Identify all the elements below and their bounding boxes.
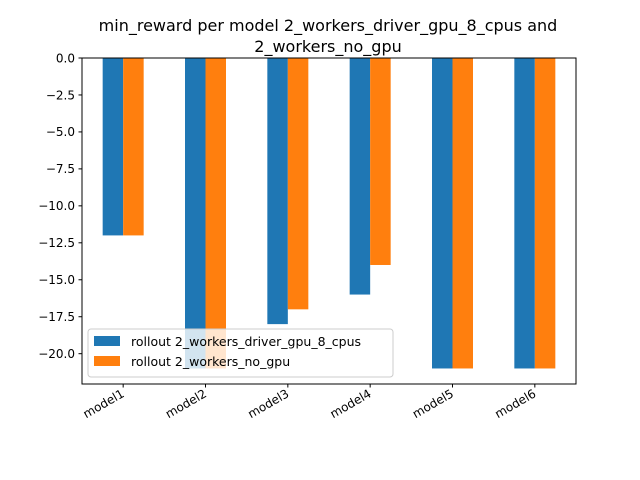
legend-box (87, 328, 394, 378)
legend-swatch-1 (94, 336, 120, 346)
bar-model6-series-2 (534, 58, 556, 369)
bar-model1-series-1 (102, 58, 124, 236)
y-tick-label: −10.0 (38, 199, 75, 213)
bar-model2-series-2 (205, 58, 226, 369)
chart-title: min_reward per model 2_workers_driver_gp… (99, 16, 558, 57)
legend-swatch-2 (94, 356, 120, 366)
bar-model2-series-1 (185, 58, 206, 369)
y-axis: 0.0 −2.5 −5.0 −7.5 −10.0 −12.5 −15.0 −17.5 −20.0 (38, 51, 82, 361)
y-tick-label: 0.0 (56, 51, 75, 65)
plot-frame (81, 57, 577, 385)
y-tick-label: −2.5 (46, 88, 75, 102)
y-tick-label: −20.0 (38, 347, 75, 361)
x-tick-label-model3: model3 (245, 386, 291, 421)
y-tick-label: −17.5 (38, 310, 75, 324)
y-tick-label: −7.5 (46, 162, 75, 176)
bar-model1-series-2 (123, 58, 144, 236)
x-tick-label-model2: model2 (163, 386, 209, 421)
bar-model3-series-1 (267, 58, 288, 325)
x-tick-label-model6: model6 (492, 386, 538, 421)
bar-model5-series-2 (452, 58, 473, 369)
x-tick-label-model4: model4 (328, 386, 374, 421)
bar-model4-series-1 (349, 58, 371, 295)
chart-title-line-2: 2_workers_no_gpu (254, 37, 401, 57)
y-tick-label: −5.0 (46, 125, 75, 139)
legend-label-2: rollout 2_workers_no_gpu (131, 354, 290, 369)
bars-group (102, 58, 556, 369)
legend: rollout 2_workers_driver_gpu_8_cpusrollo… (87, 328, 394, 378)
bar-model3-series-2 (287, 58, 309, 310)
legend-label-1: rollout 2_workers_driver_gpu_8_cpus (131, 334, 361, 349)
y-tick-label: −15.0 (38, 273, 75, 287)
x-axis: model1 model2 model3 model4 model5 model6 (81, 384, 538, 421)
x-tick-label-model5: model5 (410, 386, 456, 421)
x-tick-label-model1: model1 (81, 386, 127, 421)
bar-model5-series-1 (432, 58, 453, 369)
y-tick-label: −12.5 (38, 236, 75, 250)
bar-model6-series-1 (514, 58, 535, 369)
chart-title-line-1: min_reward per model 2_workers_driver_gp… (99, 16, 558, 36)
bar-model4-series-2 (370, 58, 391, 265)
